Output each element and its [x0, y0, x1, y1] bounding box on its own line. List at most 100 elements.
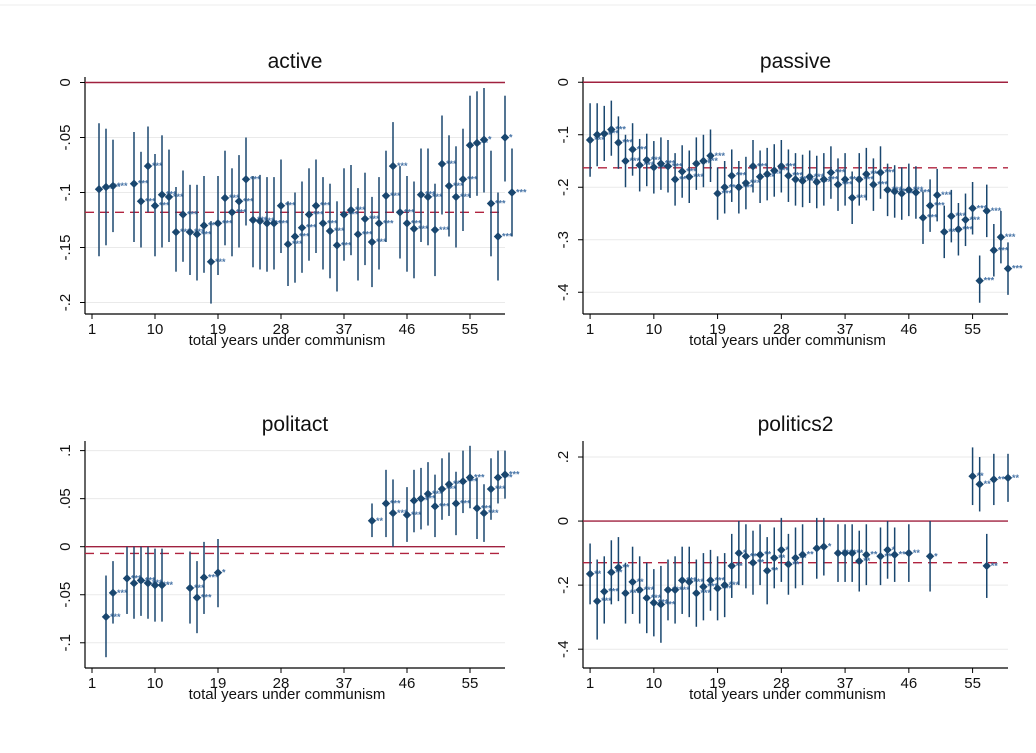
point-estimate — [713, 584, 722, 593]
point-estimate — [791, 553, 800, 563]
x-tick-label: 19 — [709, 321, 726, 338]
x-tick-label: 10 — [645, 675, 662, 692]
point-estimate — [982, 561, 991, 571]
point-estimate — [346, 205, 356, 215]
point-estimate — [812, 544, 821, 553]
point-estimate — [805, 172, 814, 181]
y-tick-label: -.4 — [555, 640, 572, 658]
y-tick-label: .2 — [555, 451, 572, 464]
point-estimate — [444, 181, 454, 191]
point-estimate — [234, 197, 244, 206]
point-estimate — [614, 138, 623, 147]
point-estimate — [663, 585, 673, 595]
y-tick-label: -.05 — [57, 125, 74, 151]
y-tick-label: -.1 — [57, 634, 74, 652]
point-estimate — [493, 232, 503, 241]
point-estimate — [227, 208, 237, 217]
significance-stars: *** — [934, 201, 945, 211]
significance-stars: *** — [750, 178, 761, 188]
point-estimate — [600, 587, 609, 596]
significance-stars: *** — [488, 508, 499, 518]
significance-stars: *** — [460, 192, 471, 202]
point-estimate — [486, 199, 496, 208]
point-estimate — [416, 494, 426, 503]
x-tick-label: 19 — [210, 675, 227, 692]
point-estimate — [600, 129, 609, 138]
significance-stars: *** — [439, 225, 450, 235]
significance-stars: *** — [397, 508, 408, 518]
x-tick-label: 37 — [336, 321, 353, 338]
point-estimate — [692, 588, 701, 598]
significance-stars: *** — [418, 224, 429, 234]
significance-stars: *** — [700, 159, 711, 169]
point-estimate — [101, 612, 111, 622]
point-estimate — [847, 193, 857, 202]
point-estimate — [975, 276, 984, 285]
significance-stars: *** — [341, 240, 352, 250]
point-estimate — [847, 548, 857, 558]
x-tick-label: 28 — [273, 321, 290, 338]
significance-stars: *** — [962, 224, 973, 234]
point-estimate — [479, 508, 489, 518]
significance-stars: *** — [644, 585, 655, 595]
point-estimate — [989, 246, 999, 255]
significance-stars: *** — [913, 185, 924, 195]
point-estimate — [311, 201, 321, 210]
point-estimate — [989, 475, 999, 484]
point-estimate — [164, 192, 174, 202]
point-estimate — [297, 223, 307, 232]
point-estimate — [479, 135, 489, 144]
significance-stars: *** — [390, 191, 401, 201]
point-estimate — [925, 201, 935, 210]
point-estimate — [395, 208, 405, 217]
significance-stars: *** — [906, 189, 917, 199]
significance-stars: ** — [1012, 473, 1020, 483]
x-tick-label: 28 — [773, 321, 790, 338]
x-tick-label: 37 — [336, 675, 353, 692]
point-estimate — [812, 177, 821, 187]
significance-stars: *** — [292, 239, 303, 249]
y-tick-label: -.15 — [57, 235, 74, 261]
significance-stars: *** — [856, 193, 867, 203]
significance-stars: *** — [877, 180, 888, 190]
point-estimate — [248, 215, 258, 225]
x-tick-label: 10 — [147, 321, 164, 338]
significance-stars: *** — [948, 227, 959, 237]
point-estimate — [592, 596, 602, 606]
significance-stars: *** — [439, 501, 450, 511]
significance-stars: *** — [785, 161, 796, 171]
x-tick-label: 46 — [399, 675, 416, 692]
point-estimate — [890, 187, 899, 196]
significance-stars: ** — [870, 550, 878, 560]
point-estimate — [213, 219, 223, 228]
point-estimate — [720, 580, 729, 590]
panel-title: politics2 — [758, 413, 834, 436]
point-estimate — [677, 576, 687, 585]
point-estimate — [486, 484, 496, 494]
point-estimate — [741, 552, 751, 561]
point-estimate — [699, 582, 708, 591]
panel-politact: .1 .05 0 -.05 -.1 1 10 19 28 37 46 55 total years un… — [57, 413, 520, 703]
point-estimate — [430, 502, 440, 511]
significance-stars: *** — [991, 206, 1002, 216]
significance-stars: *** — [651, 155, 662, 165]
point-estimate — [325, 226, 335, 236]
point-estimate — [833, 548, 843, 558]
point-estimate — [770, 166, 779, 175]
significance-stars: *** — [194, 227, 205, 237]
point-estimate — [592, 130, 602, 139]
significance-stars: *** — [644, 160, 655, 170]
significance-stars: *** — [222, 218, 233, 228]
significance-stars: *** — [722, 189, 733, 199]
point-estimate — [199, 573, 209, 582]
significance-stars: *** — [138, 179, 149, 189]
point-estimate — [465, 141, 475, 150]
point-estimate — [430, 225, 440, 235]
point-estimate — [374, 219, 384, 228]
significance-stars: *** — [984, 276, 995, 286]
y-tick-label: -.05 — [57, 582, 74, 608]
point-estimate — [290, 232, 300, 241]
point-estimate — [199, 221, 209, 230]
point-estimate — [458, 477, 468, 486]
